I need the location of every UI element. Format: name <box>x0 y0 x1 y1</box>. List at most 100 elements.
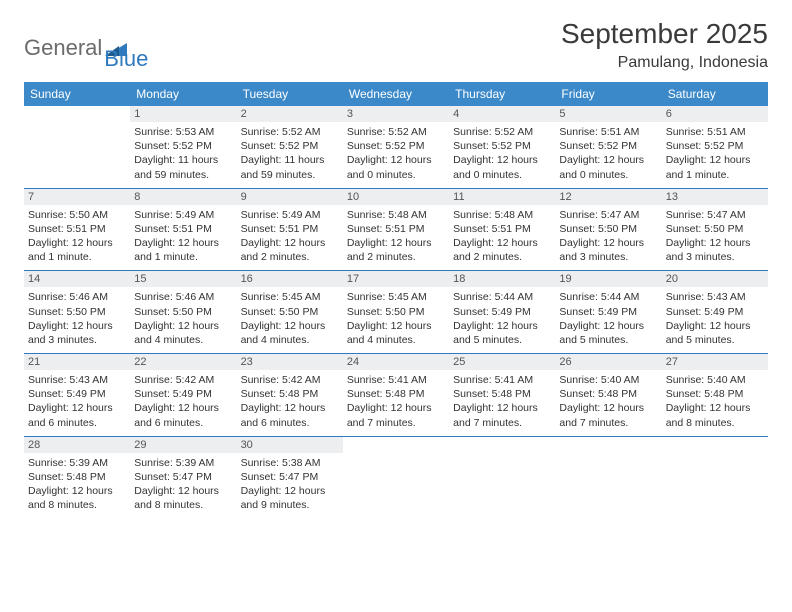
day-number: 12 <box>555 189 661 205</box>
daylight-line: and 9 minutes. <box>241 498 339 512</box>
calendar-cell: 15Sunrise: 5:46 AMSunset: 5:50 PMDayligh… <box>130 271 236 353</box>
calendar-cell: 8Sunrise: 5:49 AMSunset: 5:51 PMDaylight… <box>130 189 236 271</box>
calendar-cell: 29Sunrise: 5:39 AMSunset: 5:47 PMDayligh… <box>130 437 236 519</box>
calendar-cell: 3Sunrise: 5:52 AMSunset: 5:52 PMDaylight… <box>343 106 449 188</box>
calendar-cell: 25Sunrise: 5:41 AMSunset: 5:48 PMDayligh… <box>449 354 555 436</box>
sunset-line: Sunset: 5:52 PM <box>666 139 764 153</box>
calendar-cell: 16Sunrise: 5:45 AMSunset: 5:50 PMDayligh… <box>237 271 343 353</box>
sunrise-line: Sunrise: 5:44 AM <box>453 290 551 304</box>
day-number: 4 <box>449 106 555 122</box>
calendar-week: 1Sunrise: 5:53 AMSunset: 5:52 PMDaylight… <box>24 106 768 189</box>
sunset-line: Sunset: 5:49 PM <box>28 387 126 401</box>
daylight-line: and 6 minutes. <box>134 416 232 430</box>
sunrise-line: Sunrise: 5:51 AM <box>666 125 764 139</box>
daylight-line: Daylight: 12 hours <box>453 401 551 415</box>
calendar-cell: 18Sunrise: 5:44 AMSunset: 5:49 PMDayligh… <box>449 271 555 353</box>
day-number: 28 <box>24 437 130 453</box>
day-number <box>24 106 130 122</box>
sunrise-line: Sunrise: 5:44 AM <box>559 290 657 304</box>
sunrise-line: Sunrise: 5:49 AM <box>134 208 232 222</box>
daylight-line: Daylight: 12 hours <box>666 401 764 415</box>
sunrise-line: Sunrise: 5:39 AM <box>28 456 126 470</box>
daylight-line: Daylight: 12 hours <box>28 236 126 250</box>
sunrise-line: Sunrise: 5:40 AM <box>559 373 657 387</box>
daylight-line: and 7 minutes. <box>559 416 657 430</box>
daylight-line: Daylight: 12 hours <box>241 484 339 498</box>
calendar-grid: Sunday Monday Tuesday Wednesday Thursday… <box>24 82 768 518</box>
sunset-line: Sunset: 5:50 PM <box>28 305 126 319</box>
location-label: Pamulang, Indonesia <box>561 54 768 72</box>
daylight-line: Daylight: 12 hours <box>28 484 126 498</box>
calendar-cell <box>662 437 768 519</box>
sunrise-line: Sunrise: 5:47 AM <box>666 208 764 222</box>
sunrise-line: Sunrise: 5:46 AM <box>28 290 126 304</box>
calendar-cell <box>343 437 449 519</box>
daylight-line: and 4 minutes. <box>134 333 232 347</box>
daylight-line: Daylight: 12 hours <box>453 319 551 333</box>
page-header: General Blue September 2025 Pamulang, In… <box>24 18 768 72</box>
day-number <box>555 437 661 453</box>
calendar-cell: 19 Sunrise: 5:44 AMSunset: 5:49 PMDayligh… <box>555 271 661 353</box>
daylight-line: and 2 minutes. <box>453 250 551 264</box>
daylight-line: and 8 minutes. <box>28 498 126 512</box>
day-number <box>662 437 768 453</box>
calendar-cell: 12Sunrise: 5:47 AMSunset: 5:50 PMDayligh… <box>555 189 661 271</box>
daylight-line: and 5 minutes. <box>453 333 551 347</box>
calendar-cell: 30Sunrise: 5:38 AMSunset: 5:47 PMDayligh… <box>237 437 343 519</box>
sunset-line: Sunset: 5:52 PM <box>134 139 232 153</box>
month-title: September 2025 <box>561 18 768 50</box>
calendar-cell: 7Sunrise: 5:50 AMSunset: 5:51 PMDaylight… <box>24 189 130 271</box>
calendar-week: 14 Sunrise: 5:46 AMSunset: 5:50 PM Dayligh… <box>24 271 768 354</box>
sunset-line: Sunset: 5:52 PM <box>347 139 445 153</box>
daylight-line: and 1 minute. <box>28 250 126 264</box>
daylight-line: and 8 minutes. <box>666 416 764 430</box>
day-number: 20 <box>662 271 768 287</box>
calendar-cell: 10Sunrise: 5:48 AMSunset: 5:51 PMDayligh… <box>343 189 449 271</box>
calendar-cell: 6 Sunrise: 5:51 AMSunset: 5:52 PMDaylight… <box>662 106 768 188</box>
sunrise-line: Sunrise: 5:48 AM <box>347 208 445 222</box>
daylight-line: Daylight: 12 hours <box>666 153 764 167</box>
sunrise-line: Sunrise: 5:38 AM <box>241 456 339 470</box>
calendar-cell: 11Sunrise: 5:48 AMSunset: 5:51 PMDayligh… <box>449 189 555 271</box>
day-number: 24 <box>343 354 449 370</box>
sunrise-line: Sunrise: 5:41 AM <box>347 373 445 387</box>
sunset-line: Sunset: 5:49 PM <box>453 305 551 319</box>
calendar-cell <box>449 437 555 519</box>
sunrise-line: Sunrise: 5:43 AM <box>28 373 126 387</box>
day-number: 11 <box>449 189 555 205</box>
daylight-line: and 5 minutes. <box>559 333 657 347</box>
day-number: 1 <box>130 106 236 122</box>
daylight-line: Daylight: 12 hours <box>559 319 657 333</box>
daylight-line: Daylight: 12 hours <box>559 401 657 415</box>
daylight-line: and 8 minutes. <box>134 498 232 512</box>
sunrise-line: Sunrise: 5:51 AM <box>559 125 657 139</box>
calendar-cell <box>24 106 130 188</box>
daylight-line: Daylight: 12 hours <box>134 484 232 498</box>
sunrise-line: Sunrise: 5:43 AM <box>666 290 764 304</box>
daylight-line: Daylight: 12 hours <box>453 236 551 250</box>
weekday-header: Sunday <box>24 82 130 106</box>
weekday-header: Tuesday <box>237 82 343 106</box>
calendar-cell: 24Sunrise: 5:41 AMSunset: 5:48 PMDayligh… <box>343 354 449 436</box>
daylight-line: and 3 minutes. <box>559 250 657 264</box>
day-number: 6 <box>662 106 768 122</box>
daylight-line: and 5 minutes. <box>666 333 764 347</box>
sunrise-line: Sunrise: 5:53 AM <box>134 125 232 139</box>
daylight-line: and 6 minutes. <box>241 416 339 430</box>
day-number: 17 <box>343 271 449 287</box>
sunset-line: Sunset: 5:52 PM <box>559 139 657 153</box>
sunset-line: Sunset: 5:52 PM <box>453 139 551 153</box>
sunset-line: Sunset: 5:51 PM <box>347 222 445 236</box>
sunset-line: Sunset: 5:49 PM <box>559 305 657 319</box>
day-number <box>343 437 449 453</box>
sunset-line: Sunset: 5:48 PM <box>559 387 657 401</box>
daylight-line: Daylight: 12 hours <box>347 319 445 333</box>
day-number: 14 <box>24 271 130 287</box>
day-number: 5 <box>555 106 661 122</box>
day-number: 19 <box>555 271 661 287</box>
day-number: 22 <box>130 354 236 370</box>
calendar-cell <box>555 437 661 519</box>
sunrise-line: Sunrise: 5:42 AM <box>241 373 339 387</box>
calendar-cell: 28Sunrise: 5:39 AMSunset: 5:48 PMDayligh… <box>24 437 130 519</box>
daylight-line: Daylight: 12 hours <box>666 236 764 250</box>
